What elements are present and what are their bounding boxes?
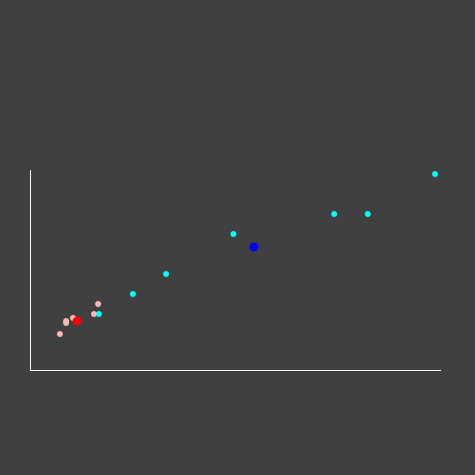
data-point-s3-0 <box>249 242 259 252</box>
data-point-s0-4 <box>91 311 97 317</box>
data-point-s1-0 <box>95 311 102 317</box>
data-points <box>56 171 439 337</box>
data-point-s0-0 <box>56 331 63 337</box>
data-point-s1-1 <box>129 291 136 297</box>
data-point-s1-3 <box>230 231 237 237</box>
data-point-s1-5 <box>364 211 371 217</box>
data-point-s1-2 <box>163 271 170 277</box>
data-point-s1-4 <box>331 211 338 217</box>
data-point-s0-5 <box>95 301 102 307</box>
data-point-s2-0 <box>72 316 82 326</box>
data-point-s1-6 <box>432 171 439 177</box>
data-point-s0-2 <box>63 318 70 324</box>
